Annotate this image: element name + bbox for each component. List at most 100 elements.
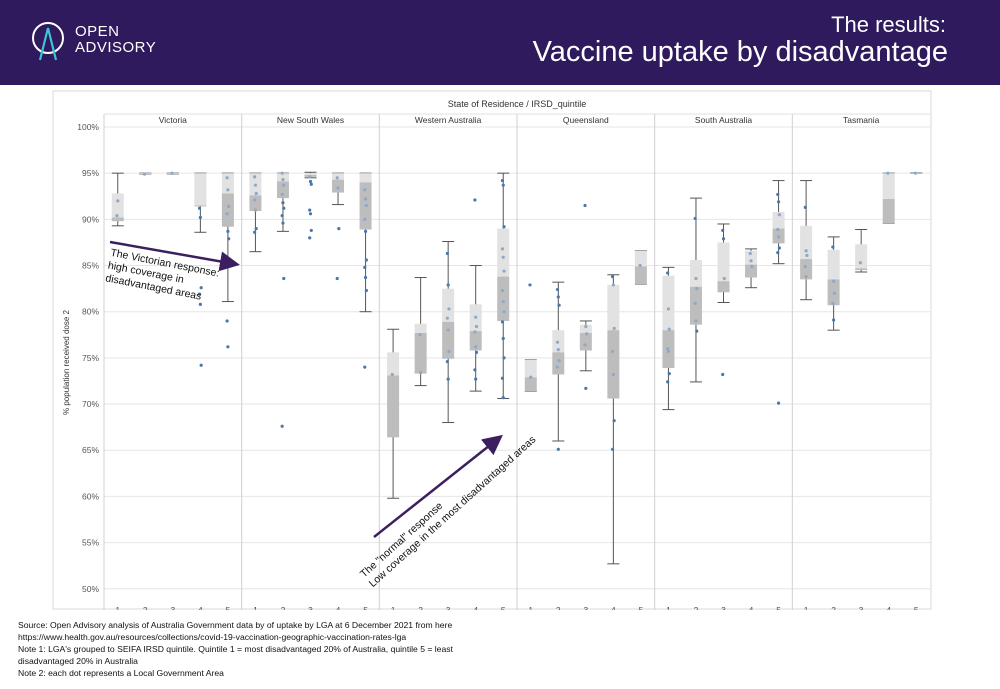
box-upper-half — [607, 284, 620, 331]
boxplot-chart: State of Residence / IRSD_quintile50%55%… — [52, 90, 932, 618]
lga-data-point — [502, 310, 506, 314]
lga-data-point — [280, 214, 284, 218]
lga-data-point — [280, 192, 284, 197]
box-upper-half — [221, 173, 234, 194]
lga-data-point — [501, 255, 505, 259]
box-lower-half — [855, 268, 868, 271]
lga-data-point — [363, 197, 368, 201]
lga-data-point — [445, 251, 449, 256]
lga-data-point — [253, 175, 257, 179]
lga-data-point — [750, 264, 754, 269]
x-tick-label: 5 — [501, 605, 506, 610]
lga-data-point — [282, 276, 286, 281]
lga-data-point — [638, 263, 642, 268]
lga-data-point — [694, 276, 698, 281]
lga-data-point — [308, 212, 313, 216]
lga-data-point — [364, 288, 368, 293]
box-lower-half — [221, 193, 234, 227]
box-upper-half — [717, 242, 730, 282]
lga-data-point — [445, 316, 449, 320]
lga-data-point — [695, 287, 699, 291]
logo-line-2: ADVISORY — [75, 39, 157, 56]
box-lower-half — [745, 264, 758, 278]
lga-data-point — [227, 237, 231, 241]
lga-data-point — [282, 183, 286, 187]
lga-data-point — [500, 247, 505, 251]
x-tick-label: 4 — [473, 605, 478, 610]
x-tick-label: 2 — [143, 605, 148, 610]
lga-data-point — [199, 363, 203, 367]
x-tick-label: 1 — [115, 605, 120, 610]
lga-data-point — [445, 359, 449, 364]
lga-data-point — [197, 292, 202, 296]
lga-data-point — [363, 229, 368, 233]
panel-label-victoria: Victoria — [159, 115, 187, 125]
lga-data-point — [309, 228, 313, 233]
box-upper-half — [827, 249, 840, 280]
box-upper-half — [497, 228, 510, 277]
lga-data-point — [170, 171, 174, 175]
lga-data-point — [612, 419, 616, 423]
lga-data-point — [501, 183, 505, 187]
y-tick-label: 90% — [82, 214, 99, 224]
lga-data-point — [226, 188, 230, 192]
box-upper-half — [194, 173, 207, 206]
box-upper-half — [662, 275, 675, 331]
x-tick-label: 4 — [886, 605, 891, 610]
lga-data-point — [557, 303, 561, 307]
box-upper-half — [276, 173, 289, 182]
y-tick-label: 80% — [82, 307, 99, 317]
lga-data-point — [197, 206, 202, 210]
lga-data-point — [529, 375, 533, 379]
lga-data-point — [803, 264, 807, 269]
panel-label-tasmania: Tasmania — [843, 115, 880, 125]
lga-data-point — [721, 372, 725, 377]
box-upper-half — [304, 173, 317, 176]
lga-data-point — [500, 376, 505, 380]
box-lower-half — [882, 199, 895, 224]
lga-data-point — [666, 349, 671, 354]
lga-data-point — [776, 235, 781, 239]
lga-data-point — [474, 350, 479, 354]
box-lower-half — [524, 377, 537, 392]
lga-data-point — [253, 208, 258, 212]
lga-data-point — [474, 377, 478, 381]
lga-data-point — [776, 227, 780, 232]
normal-response-arrow — [373, 434, 503, 538]
lga-data-point — [363, 365, 367, 369]
lga-data-point — [198, 302, 202, 306]
lga-data-point — [666, 307, 671, 311]
box-lower-half — [552, 352, 565, 375]
lga-data-point — [336, 186, 340, 190]
chart-title: State of Residence / IRSD_quintile — [448, 99, 587, 109]
lga-data-point — [748, 251, 752, 256]
x-tick-label: 5 — [226, 605, 231, 610]
page-subtitle: The results: — [831, 12, 946, 37]
box-upper-half — [579, 324, 592, 333]
lga-data-point — [610, 275, 615, 279]
lga-data-point — [858, 261, 862, 265]
lga-data-point — [776, 200, 781, 204]
lga-data-point — [831, 245, 835, 249]
lga-data-point — [363, 265, 367, 269]
lga-data-point — [254, 191, 258, 196]
box-upper-half — [772, 211, 785, 229]
box-lower-half — [111, 217, 124, 222]
lga-data-point — [886, 171, 890, 175]
footer-note-1b: disadvantaged 20% in Australia — [18, 656, 138, 667]
lga-data-point — [501, 299, 505, 304]
x-tick-label: 5 — [914, 605, 919, 610]
box-lower-half — [800, 259, 813, 280]
lga-data-point — [777, 213, 781, 217]
y-tick-label: 100% — [77, 122, 99, 132]
y-tick-label: 75% — [82, 353, 99, 363]
panel-label-western-australia: Western Australia — [415, 115, 482, 125]
x-tick-label: 4 — [198, 605, 203, 610]
lga-data-point — [583, 203, 587, 208]
logo-wordmark: OPEN ADVISORY — [75, 24, 156, 56]
lga-data-point — [335, 176, 339, 180]
box-upper-half — [414, 323, 427, 333]
box-upper-half — [800, 225, 813, 260]
footer-notes: Source: Open Advisory analysis of Austra… — [18, 619, 558, 679]
y-tick-label: 50% — [82, 584, 99, 594]
